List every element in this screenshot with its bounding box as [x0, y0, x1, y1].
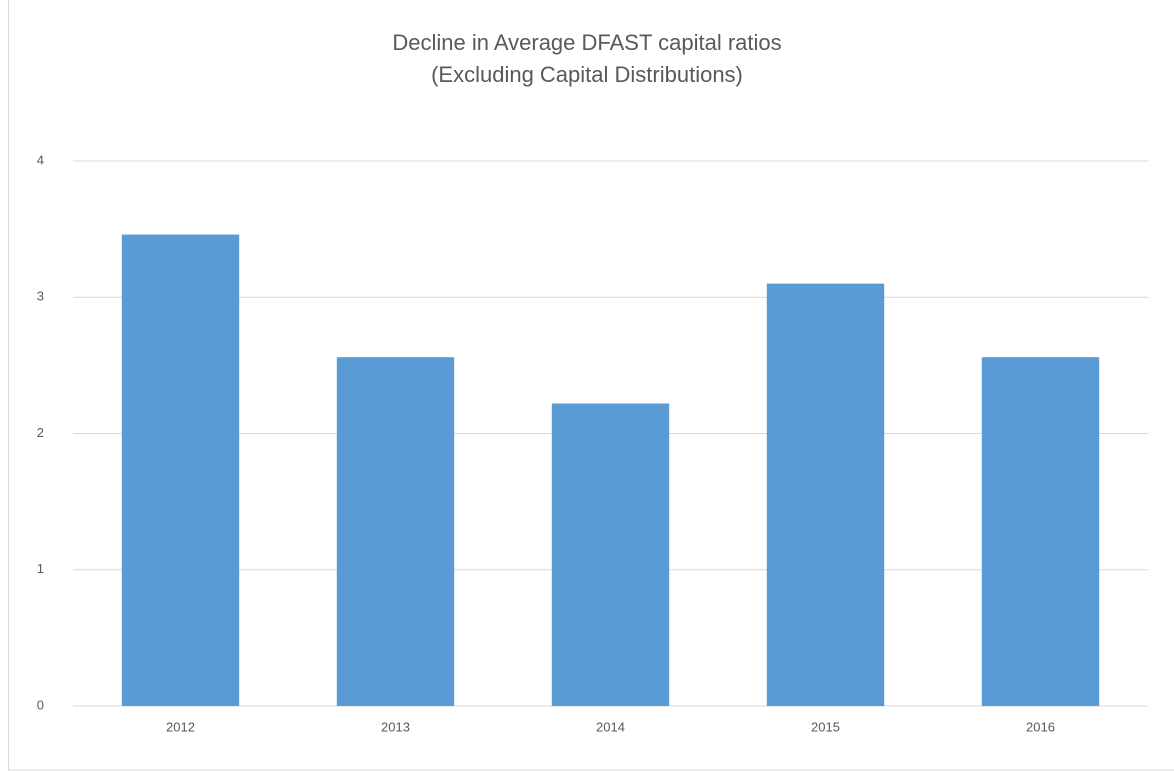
chart-subtitle: (Excluding Capital Distributions)	[431, 62, 743, 87]
x-tick-label: 2013	[381, 719, 410, 734]
y-tick-label: 0	[37, 697, 44, 712]
x-tick-label: 2014	[596, 719, 625, 734]
bar	[766, 283, 885, 706]
chart-title: Decline in Average DFAST capital ratios	[392, 30, 781, 55]
y-tick-label: 3	[37, 289, 44, 304]
bar	[551, 403, 670, 706]
bar	[121, 234, 240, 706]
bar	[981, 357, 1100, 706]
bar	[336, 357, 455, 706]
chart-border	[8, 0, 1174, 771]
x-tick-label: 2012	[166, 719, 195, 734]
x-tick-label: 2016	[1026, 719, 1055, 734]
y-tick-label: 1	[37, 561, 44, 576]
y-tick-label: 4	[37, 152, 44, 167]
x-tick-label: 2015	[811, 719, 840, 734]
y-tick-label: 2	[37, 425, 44, 440]
